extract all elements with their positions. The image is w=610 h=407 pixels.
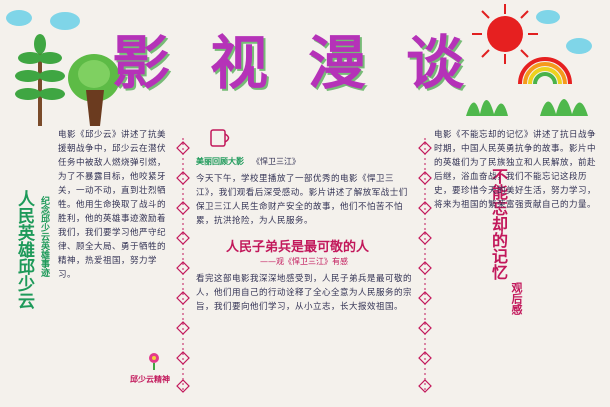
right-vertical-heading: 不能忘却的记忆 — [489, 168, 508, 280]
banner-sub: ——观《悍卫三江》有感 — [260, 257, 348, 266]
banner: 人民子弟兵是最可敬的人 — [226, 240, 370, 255]
title-char: 漫 — [308, 29, 369, 97]
right-text: 电影《不能忘却的记忆》讲述了抗日战争时期，中国人民英勇抗争的故事。影片中的英雄们… — [434, 130, 597, 210]
right-vertical-sub: 观后感 — [510, 282, 523, 315]
middle-subtitle: 《悍卫三江》 — [252, 157, 300, 166]
cloud-icon — [6, 10, 32, 26]
left-vertical-subheading: 纪念邱少云英雄事迹 — [39, 196, 49, 277]
middle-text-bottom: 看完这部电影我深深地感受到，人民子弟兵是最可敬的人，他们用自己的行动诠释了全心全… — [196, 274, 413, 312]
left-text: 电影《邱少云》讲述了抗美援朝战争中，邱少云在潜伏任务中被敌人燃烧弹引燃，为了不暴… — [58, 130, 167, 280]
grass-icon — [466, 99, 588, 116]
rainbow-icon — [518, 57, 572, 85]
cup-icon — [210, 129, 230, 147]
middle-text-top: 今天下午，学校里播放了一部优秀的电影《悍卫三江》，我们观看后深受感动。影片讲述了… — [196, 174, 408, 226]
left-vertical-heading: 人民英雄邱少云 — [14, 190, 34, 309]
left-footer: 邱少云精神 — [130, 375, 170, 384]
cloud-icon — [50, 12, 80, 30]
cloud-icon — [536, 10, 560, 24]
divider — [176, 138, 190, 393]
title-char: 谈 — [406, 29, 467, 97]
middle-label: 美丽回顾大影 — [196, 157, 244, 166]
title-char: 视 — [210, 29, 271, 97]
tree-icon — [15, 34, 120, 126]
sun-icon — [472, 4, 538, 64]
cloud-icon — [566, 38, 592, 54]
page-title: 影 视 漫 谈 — [112, 16, 466, 100]
title-char: 影 — [112, 29, 173, 97]
flower-icon — [149, 353, 159, 370]
divider — [418, 138, 432, 393]
